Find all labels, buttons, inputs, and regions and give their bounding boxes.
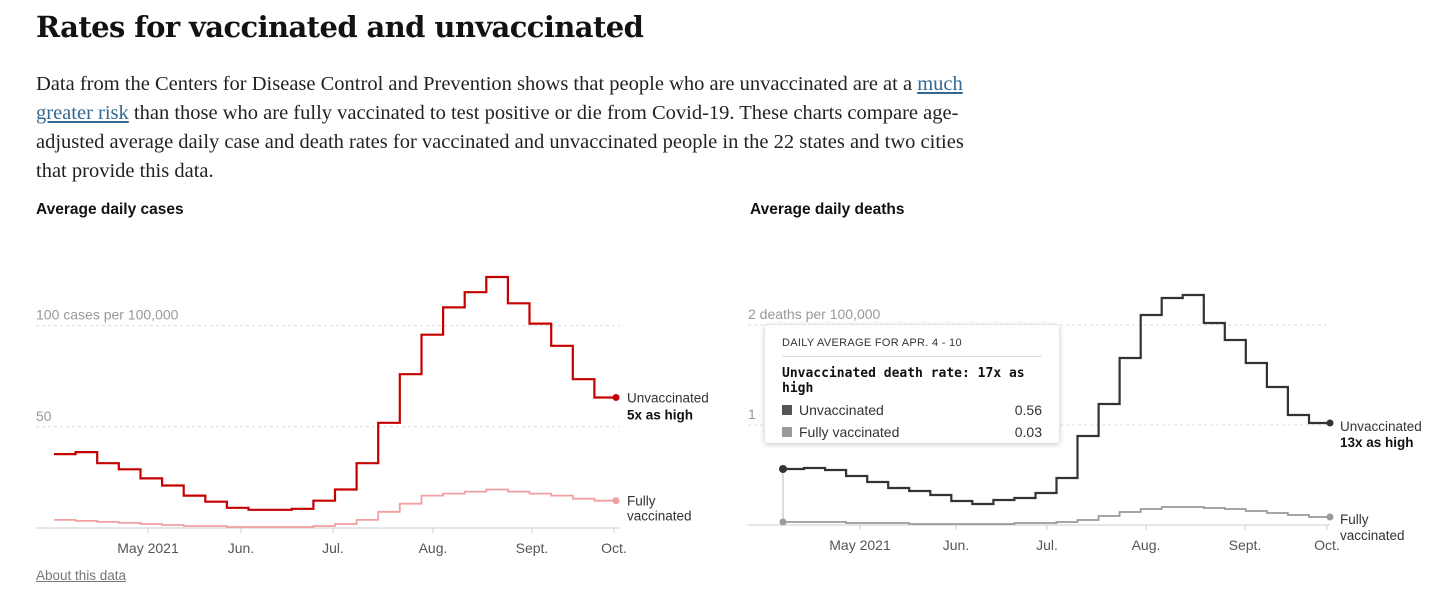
unvaccinated-swatch-icon bbox=[782, 405, 792, 415]
x-tick-label: Jun. bbox=[943, 537, 969, 553]
unvaccinated-series-line bbox=[783, 293, 1330, 506]
x-tick-label: Aug. bbox=[1132, 537, 1161, 553]
fully-vaccinated-series-label: vaccinated bbox=[627, 509, 692, 524]
hover-point-fully-vaccinated bbox=[779, 518, 787, 526]
deaths-chart[interactable]: 1 2 deaths per 100,000 May 2021 Jun. Jul. Aug… bbox=[710, 225, 1456, 565]
unvaccinated-ratio-annotation: 13x as high bbox=[1340, 435, 1414, 450]
y-tick-label: 100 cases per 100,000 bbox=[36, 307, 179, 323]
deaths-chart-title: Average daily deaths bbox=[750, 201, 905, 218]
tooltip-value: 0.03 bbox=[1014, 424, 1042, 440]
fully-vaccinated-series-label: Fully bbox=[627, 494, 656, 509]
x-tick-label: May 2021 bbox=[829, 537, 891, 553]
much-greater-risk-link[interactable]: much greater risk bbox=[36, 73, 963, 124]
unvaccinated-series-line bbox=[54, 275, 616, 511]
fully-vaccinated-series-label: Fully bbox=[1340, 512, 1369, 527]
fully-vaccinated-end-dot bbox=[612, 497, 620, 505]
x-tick-label: Oct. bbox=[1314, 537, 1340, 553]
y-tick-label: 50 bbox=[36, 408, 52, 424]
hover-point-unvaccinated bbox=[779, 465, 787, 473]
fully-vaccinated-series-line bbox=[783, 506, 1330, 525]
x-tick-label: Jul. bbox=[1036, 537, 1058, 553]
x-tick-label: Jun. bbox=[228, 540, 254, 556]
tooltip-label: Fully vaccinated bbox=[799, 424, 900, 440]
intro-text-before: Data from the Centers for Disease Contro… bbox=[36, 73, 918, 95]
tooltip-row-unvaccinated: Unvaccinated 0.56 bbox=[782, 402, 1042, 418]
cases-chart[interactable]: 50 100 cases per 100,000 May 2021 Jun. Jul. A… bbox=[0, 225, 730, 565]
unvaccinated-end-dot bbox=[612, 393, 620, 401]
unvaccinated-ratio-annotation: 5x as high bbox=[627, 407, 693, 422]
fully-vaccinated-series-label: vaccinated bbox=[1340, 528, 1405, 543]
intro-paragraph: Data from the Centers for Disease Contro… bbox=[36, 70, 971, 186]
fully-vaccinated-swatch-icon bbox=[782, 427, 792, 437]
unvaccinated-end-dot bbox=[1326, 419, 1334, 427]
tooltip-header: DAILY AVERAGE FOR APR. 4 - 10 bbox=[782, 337, 1042, 357]
x-tick-label: May 2021 bbox=[117, 540, 179, 556]
y-tick-label: 2 deaths per 100,000 bbox=[748, 306, 881, 322]
x-tick-label: Sept. bbox=[1229, 537, 1262, 553]
x-tick-label: Sept. bbox=[516, 540, 549, 556]
tooltip-row-fully-vaccinated: Fully vaccinated 0.03 bbox=[782, 424, 1042, 440]
x-tick-label: Jul. bbox=[322, 540, 344, 556]
tooltip-value: 0.56 bbox=[1014, 402, 1042, 418]
fully-vaccinated-end-dot bbox=[1326, 513, 1334, 521]
page-title: Rates for vaccinated and unvaccinated bbox=[36, 10, 644, 44]
unvaccinated-series-label: Unvaccinated bbox=[1340, 419, 1422, 434]
unvaccinated-series-label: Unvaccinated bbox=[627, 390, 709, 405]
deaths-tooltip: DAILY AVERAGE FOR APR. 4 - 10 Unvaccinat… bbox=[765, 325, 1059, 443]
fully-vaccinated-series-line bbox=[54, 488, 616, 528]
x-tick-label: Oct. bbox=[601, 540, 627, 556]
tooltip-title: Unvaccinated death rate: 17x as high bbox=[782, 366, 1025, 396]
about-this-data-link[interactable]: About this data bbox=[36, 568, 127, 583]
x-tick-label: Aug. bbox=[419, 540, 448, 556]
intro-text-after: than those who are fully vaccinated to t… bbox=[36, 102, 964, 182]
cases-chart-title: Average daily cases bbox=[36, 201, 184, 218]
tooltip-label: Unvaccinated bbox=[799, 402, 884, 418]
y-tick-label: 1 bbox=[748, 406, 756, 422]
